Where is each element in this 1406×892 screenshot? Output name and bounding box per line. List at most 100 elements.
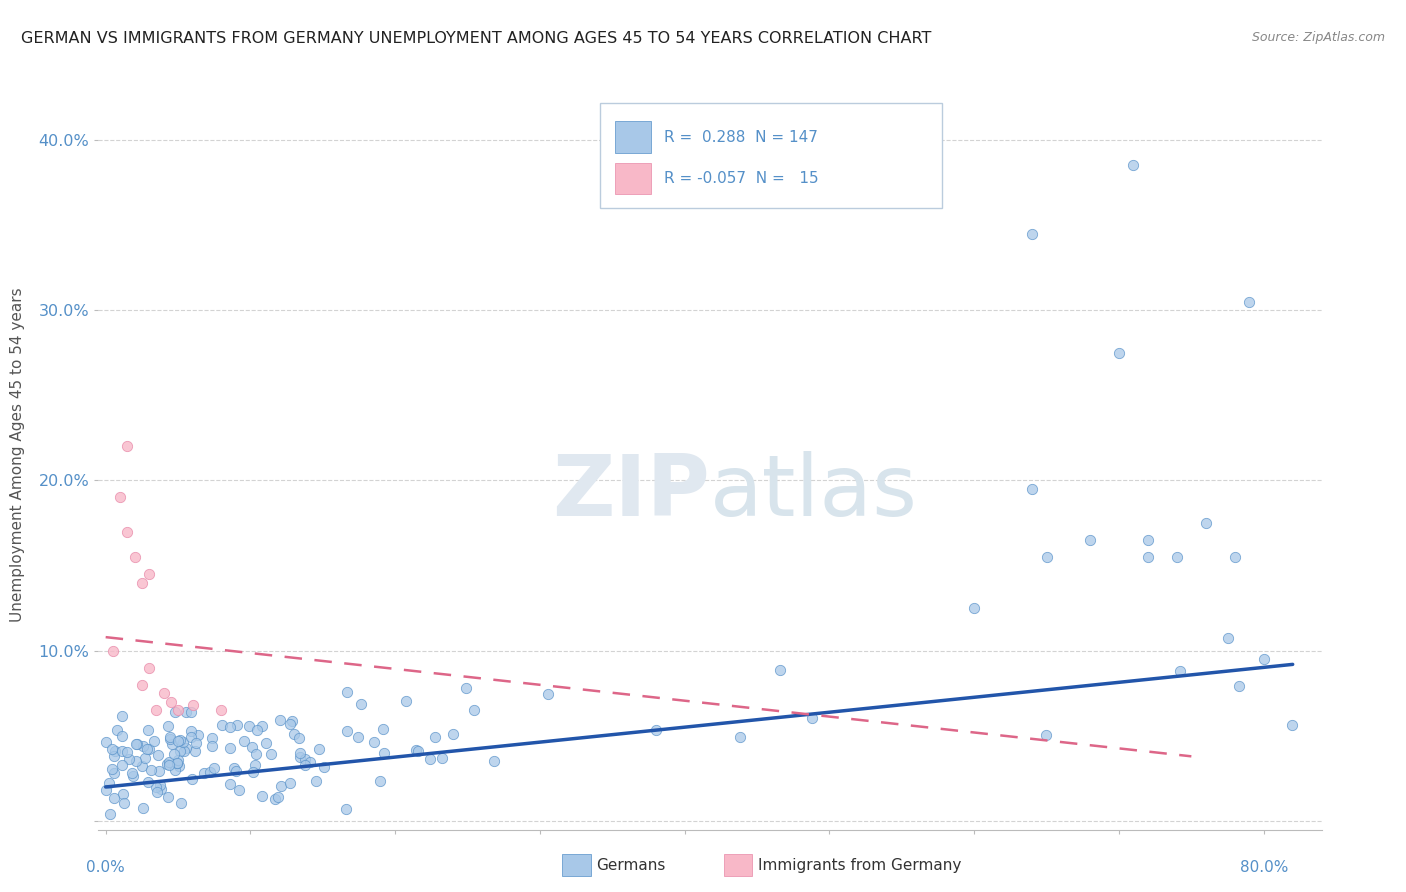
Point: [270, 779, 292, 793]
Point: [163, 747, 186, 761]
Point: [145, 703, 167, 717]
Point: [228, 783, 250, 797]
Y-axis label: Unemployment Among Ages 45 to 54 years: Unemployment Among Ages 45 to 54 years: [10, 287, 25, 623]
Point: [1218, 632, 1240, 646]
Point: [1136, 550, 1159, 565]
Point: [166, 756, 188, 771]
Point: [305, 773, 328, 788]
Point: [111, 744, 134, 758]
Text: Source: ZipAtlas.com: Source: ZipAtlas.com: [1251, 31, 1385, 45]
Point: [1195, 516, 1218, 530]
Point: [963, 601, 986, 615]
Point: [138, 661, 160, 675]
Text: GERMAN VS IMMIGRANTS FROM GERMANY UNEMPLOYMENT AMONG AGES 45 TO 54 YEARS CORRELA: GERMAN VS IMMIGRANTS FROM GERMANY UNEMPL…: [21, 31, 931, 46]
Point: [219, 741, 242, 756]
Point: [350, 697, 373, 711]
Point: [347, 730, 370, 744]
Point: [368, 774, 391, 789]
Point: [1021, 227, 1043, 241]
Point: [335, 802, 357, 816]
FancyBboxPatch shape: [600, 103, 942, 208]
Point: [101, 644, 124, 658]
Point: [1122, 158, 1144, 172]
Point: [125, 737, 148, 751]
Point: [138, 775, 160, 789]
Point: [728, 730, 751, 744]
Point: [105, 723, 128, 737]
Point: [150, 782, 173, 797]
Point: [219, 720, 242, 734]
Point: [131, 759, 153, 773]
Point: [441, 726, 464, 740]
Point: [117, 439, 139, 453]
Text: Germans: Germans: [596, 858, 665, 872]
Point: [294, 752, 316, 766]
Point: [232, 734, 254, 748]
Point: [101, 762, 124, 776]
Point: [157, 758, 180, 772]
Point: [395, 694, 418, 708]
Point: [166, 734, 188, 748]
Point: [146, 785, 169, 799]
Point: [157, 755, 180, 769]
Point: [245, 723, 267, 737]
Point: [110, 758, 132, 772]
Point: [1239, 294, 1261, 309]
Point: [250, 789, 273, 804]
Point: [267, 789, 290, 804]
Point: [288, 731, 311, 745]
Point: [139, 764, 162, 778]
Point: [1227, 679, 1250, 693]
Point: [169, 744, 191, 758]
Point: [145, 780, 167, 794]
Point: [294, 758, 316, 772]
Point: [96, 783, 118, 797]
Point: [769, 664, 792, 678]
Point: [278, 717, 301, 731]
Point: [240, 740, 263, 755]
Point: [162, 737, 184, 751]
Point: [238, 719, 260, 733]
Point: [138, 723, 160, 737]
Point: [132, 800, 155, 814]
Point: [269, 713, 291, 727]
Point: [148, 748, 170, 763]
Point: [1136, 533, 1159, 547]
Point: [1021, 482, 1043, 496]
Point: [165, 705, 187, 719]
Point: [122, 769, 145, 783]
Point: [169, 732, 191, 747]
Point: [97, 776, 120, 790]
Point: [1253, 652, 1275, 666]
Point: [172, 734, 194, 748]
Point: [156, 789, 179, 804]
Point: [136, 741, 159, 756]
Point: [254, 736, 277, 750]
Point: [159, 732, 181, 747]
Point: [225, 764, 247, 779]
Point: [193, 765, 215, 780]
Point: [180, 772, 202, 786]
Point: [184, 744, 207, 758]
Point: [278, 776, 301, 790]
Point: [308, 741, 330, 756]
Point: [283, 727, 305, 741]
Point: [1108, 345, 1130, 359]
Point: [143, 734, 166, 748]
Point: [156, 757, 179, 772]
Point: [115, 745, 138, 759]
Point: [281, 714, 304, 728]
Point: [148, 764, 170, 778]
Point: [104, 744, 127, 758]
Point: [408, 744, 430, 758]
Point: [290, 747, 312, 761]
Point: [165, 763, 187, 777]
Point: [198, 764, 221, 779]
Point: [184, 736, 207, 750]
Point: [536, 687, 558, 701]
Text: Immigrants from Germany: Immigrants from Germany: [758, 858, 962, 872]
Text: 0.0%: 0.0%: [86, 860, 125, 875]
Point: [111, 729, 134, 743]
Point: [125, 737, 148, 751]
Point: [131, 678, 153, 692]
